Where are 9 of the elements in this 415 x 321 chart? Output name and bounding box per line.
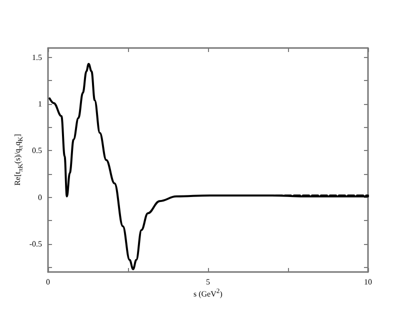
x-tick-label: 5 xyxy=(206,278,210,286)
y-tick-label: -0.5 xyxy=(29,240,42,248)
x-axis-title: s (GeV$^{2}$) xyxy=(194,288,222,299)
y-tick-label: 0.5 xyxy=(32,146,42,156)
y-tick-label: 1.5 xyxy=(32,52,42,62)
x-tick-label: 10 xyxy=(364,278,372,286)
x-tick-label: 0 xyxy=(46,278,50,286)
y-tick-label: 1 xyxy=(38,100,42,108)
y-tick-label: 0 xyxy=(38,192,42,202)
